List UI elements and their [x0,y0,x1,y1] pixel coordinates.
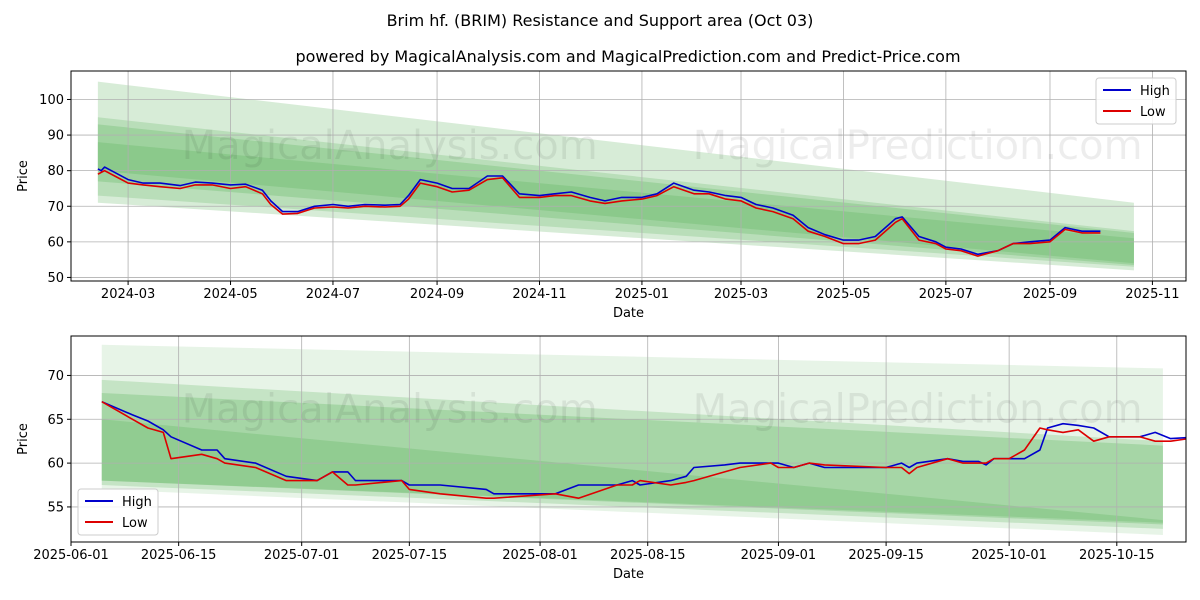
y-axis-label: Price [16,423,31,455]
y-tick-label: 90 [47,129,64,144]
band-3 [97,142,1134,264]
x-tick-label: 2025-01 [615,287,669,302]
x-tick-label: 2024-09 [410,287,464,302]
plot-area [71,71,1186,281]
x-tick-label: 2025-03 [714,287,768,302]
y-tick-label: 60 [47,235,64,250]
x-tick-label: 2024-05 [203,287,257,302]
watermark-left: MagicalAnalysis.com [182,123,598,169]
y-tick-label: 60 [47,457,64,472]
y-tick-label: 100 [39,93,64,108]
y-tick-label: 55 [47,500,64,515]
x-tick-label: 2025-11 [1125,287,1179,302]
grid [71,71,1186,281]
watermark-right: MagicalPrediction.com [693,123,1143,169]
y-axis-label: Price [16,160,31,192]
x-tick-label: 2024-07 [306,287,360,302]
y-tick-label: 65 [47,413,64,428]
plot-frame [70,335,1187,543]
x-tick-label: 2024-11 [512,287,566,302]
support-resistance-bands [97,81,1134,271]
legend: High Low [77,488,159,536]
series-lines [97,166,1101,257]
x-axis-label: Date [613,306,644,321]
x-tick-label: 2025-07 [919,287,973,302]
chart-subtitle: powered by MagicalAnalysis.com and Magic… [295,47,960,66]
x-tick-label: 2025-09-01 [741,548,817,563]
y-tick-label: 70 [47,200,64,215]
x-tick-label: 2025-06-01 [33,548,109,563]
series-line-high [97,166,1101,256]
x-tick-label: 2025-07-01 [264,548,340,563]
x-tick-label: 2025-10-15 [1079,548,1155,563]
x-tick-label: 2024-03 [101,287,155,302]
plot-frame [70,70,1187,282]
plot-area [71,336,1186,542]
legend-label-low: Low [122,516,148,531]
band-2 [101,392,1163,525]
chart-title: Brim hf. (BRIM) Resistance and Support a… [387,11,814,30]
x-tick-label: 2025-08-01 [502,548,578,563]
x-tick-label: 2025-06-15 [141,548,217,563]
support-resistance-bands [101,344,1163,535]
x-tick-label: 2025-10-01 [971,548,1047,563]
y-tick-label: 80 [47,164,64,179]
bottom-chart-panel: MagicalAnalysis.com MagicalPrediction.com… [16,335,1187,582]
x-tick-label: 2025-05 [816,287,870,302]
band-1 [101,379,1163,529]
legend-label-low: Low [1140,105,1166,120]
x-tick-label: 2025-09 [1023,287,1077,302]
series-line-low [97,169,1101,257]
band-1 [97,117,1134,267]
series-line-high [101,400,1186,495]
legend-label-high: High [122,495,152,510]
series-line-low [101,401,1186,500]
band-0 [97,81,1134,271]
x-tick-label: 2025-09-15 [848,548,924,563]
watermark-left: MagicalAnalysis.com [182,387,598,433]
y-tick-label: 50 [47,271,64,286]
x-axis-label: Date [613,567,644,582]
band-2 [97,124,1134,265]
top-chart-panel: MagicalAnalysis.com MagicalPrediction.com… [16,70,1187,321]
legend: High Low [1095,77,1177,125]
x-tick-label: 2025-07-15 [372,548,448,563]
series-lines [101,400,1186,500]
x-tick-label: 2025-08-15 [610,548,686,563]
band-3 [101,419,1163,523]
legend-label-high: High [1140,84,1170,99]
y-tick-label: 70 [47,369,64,384]
band-0 [101,344,1163,535]
